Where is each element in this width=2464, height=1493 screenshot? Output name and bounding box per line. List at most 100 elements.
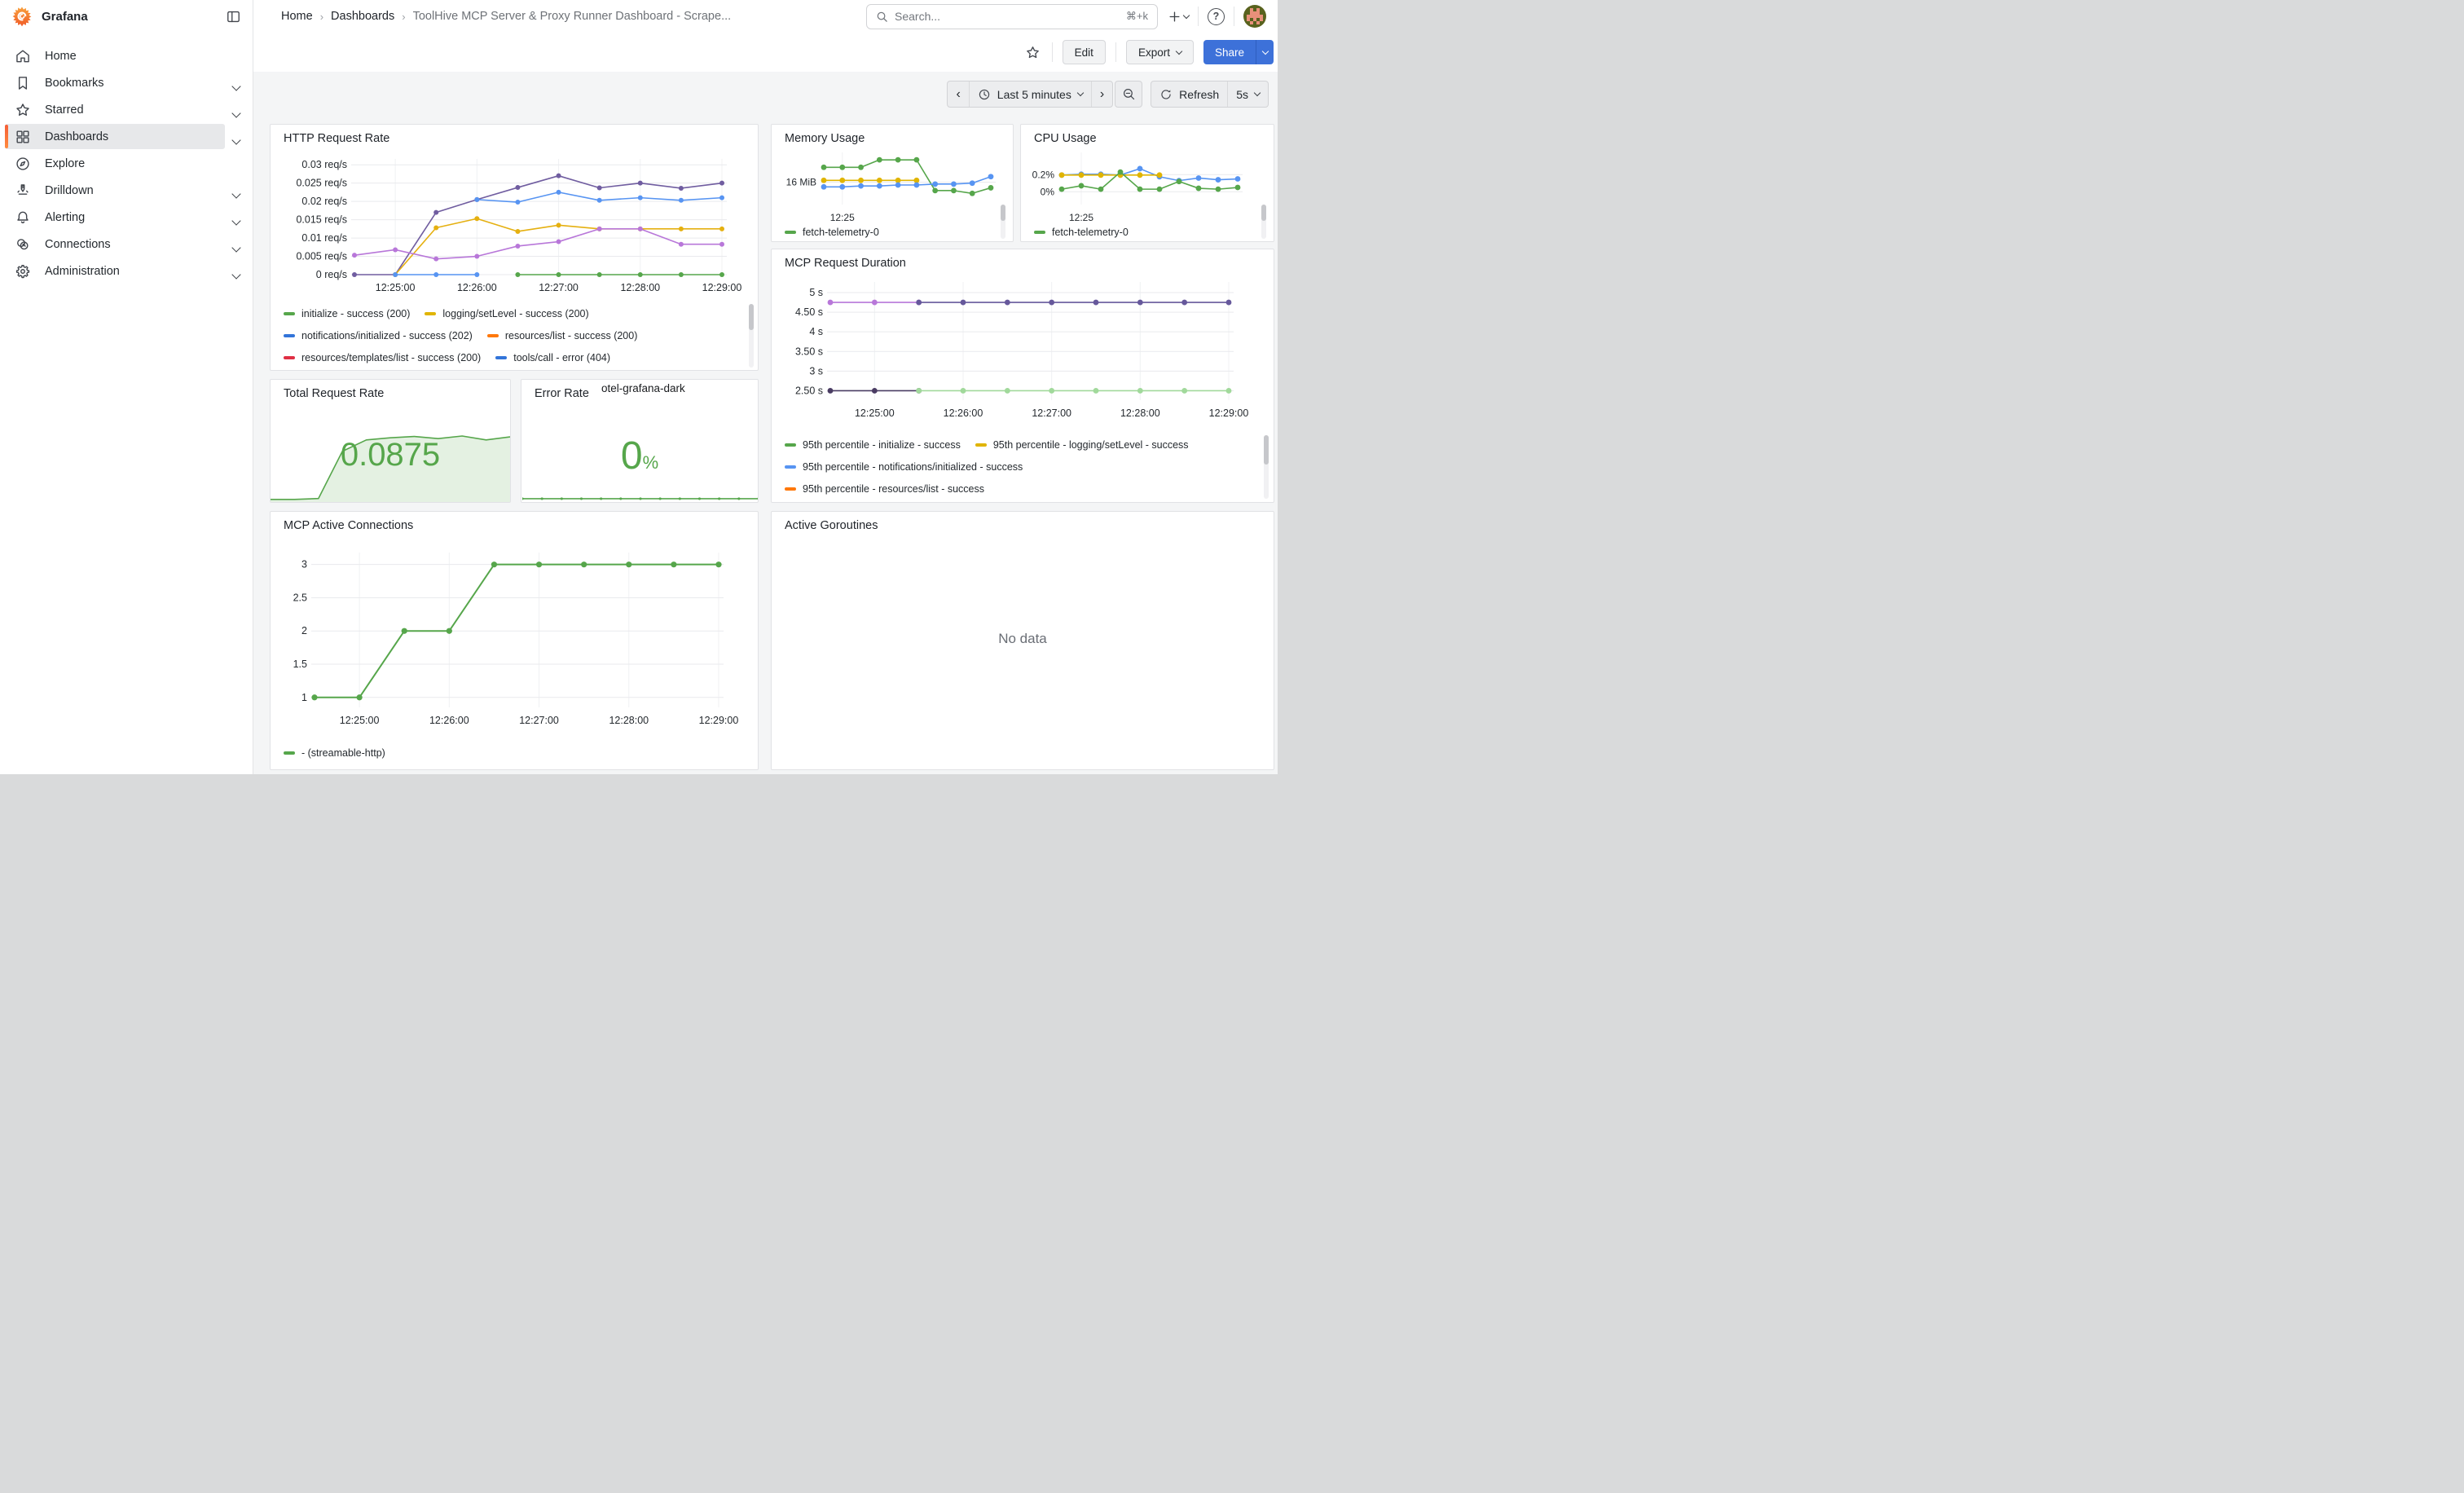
legend-item[interactable]: fetch-telemetry-0 (1034, 227, 1129, 238)
legend-item[interactable]: logging/setLevel - success (200) (425, 308, 589, 319)
mcp-request-duration-chart[interactable]: 5 s 4.50 s 4 s 3.50 s 3 s 2.50 s 12:25:00 12:26… (778, 274, 1269, 430)
legend-scrollbar[interactable] (1001, 205, 1005, 239)
legend-item[interactable]: 95th percentile - resources/list - succe… (785, 483, 984, 495)
chevron-down-icon[interactable] (231, 187, 241, 201)
cpu-legend: fetch-telemetry-0 (1034, 221, 1252, 240)
legend-chip (785, 487, 796, 491)
legend-item[interactable]: notifications/initialized - success (202… (284, 330, 473, 341)
svg-text:0.03 req/s: 0.03 req/s (301, 159, 347, 170)
legend-item[interactable]: initialize - success (200) (284, 308, 410, 319)
sidebar-item-starred[interactable]: Starred (0, 96, 253, 123)
edit-button[interactable]: Edit (1062, 40, 1106, 64)
dashboard-toolbar: Edit Export Share (253, 33, 1278, 72)
time-range-picker[interactable]: Last 5 minutes (968, 81, 1091, 107)
legend-item[interactable]: resources/templates/list - success (200) (284, 352, 481, 363)
panel-title[interactable]: Memory Usage (785, 132, 865, 145)
chevron-down-icon (1076, 89, 1085, 97)
dashboard-content: ‹ Last 5 minutes › (253, 72, 1278, 774)
refresh-button[interactable]: Refresh (1151, 81, 1227, 107)
favorite-star-button[interactable] (1025, 45, 1041, 60)
mcp-active-connections-chart[interactable]: 3 2.5 2 1.5 1 12:25:00 12:26:00 12:27:00 12:28:0… (277, 541, 753, 737)
http-request-rate-chart[interactable]: 0.03 req/s 0.025 req/s 0.02 req/s 0.015 req… (277, 152, 753, 301)
legend-item[interactable]: 95th percentile - initialize - success (785, 439, 961, 451)
clock-icon (979, 89, 989, 99)
panel-active-goroutines: Active Goroutines No data (771, 511, 1274, 770)
panel-title[interactable]: Error Rate (535, 387, 589, 400)
export-button[interactable]: Export (1125, 40, 1194, 64)
sidebar-item-drilldown[interactable]: Drilldown (0, 177, 253, 204)
svg-text:12:28:00: 12:28:00 (1120, 407, 1160, 419)
divider (1051, 42, 1053, 62)
sidebar-item-explore[interactable]: Explore (0, 150, 253, 177)
sidebar-toggle-icon[interactable] (226, 9, 241, 24)
plus-icon (1169, 11, 1180, 21)
breadcrumb-dashboards[interactable]: Dashboards (331, 10, 395, 23)
help-button[interactable]: ? (1208, 7, 1225, 25)
panel-memory-usage: Memory Usage 16 MiB 12:25 fetch-telemetry… (771, 124, 1014, 242)
divider (1115, 42, 1116, 62)
svg-text:0 req/s: 0 req/s (316, 269, 347, 280)
sidebar-item-home[interactable]: Home (0, 42, 253, 69)
divider (1198, 7, 1199, 26)
memory-usage-chart[interactable]: 16 MiB 12:25 (777, 148, 1010, 221)
chevron-down-icon (1182, 11, 1190, 19)
refresh-interval-picker[interactable]: 5s (1227, 81, 1268, 107)
gear-icon (15, 264, 30, 278)
svg-text:12:28:00: 12:28:00 (609, 715, 649, 726)
search-input[interactable]: Search... ⌘+k (866, 3, 1158, 29)
chevron-down-icon[interactable] (231, 267, 241, 282)
search-icon (877, 11, 887, 22)
legend-item[interactable]: 95th percentile - logging/setLevel - suc… (975, 439, 1189, 451)
legend-item[interactable]: fetch-telemetry-0 (785, 227, 879, 238)
avatar[interactable] (1243, 5, 1266, 28)
time-shift-back-button[interactable]: ‹ (956, 86, 961, 101)
chevron-down-icon[interactable] (231, 240, 241, 255)
export-label: Export (1137, 46, 1170, 59)
error-rate-sparkline[interactable] (522, 479, 759, 500)
svg-text:0.025 req/s: 0.025 req/s (296, 178, 347, 189)
share-button[interactable]: Share (1203, 40, 1256, 64)
legend-item[interactable]: 95th percentile - notifications/initiali… (785, 461, 1023, 473)
legend-chip (284, 311, 295, 315)
legend-label: 95th percentile - resources/list - succe… (803, 482, 985, 495)
chevron-down-icon[interactable] (231, 214, 241, 228)
panel-http-request-rate: HTTP Request Rate 0.03 req/s 0.025 req/s 0… (270, 124, 759, 371)
time-controls: ‹ Last 5 minutes › (947, 81, 1269, 108)
connections-icon (17, 238, 29, 249)
panel-title[interactable]: Active Goroutines (785, 519, 878, 532)
legend-scrollbar[interactable] (1264, 435, 1269, 499)
panel-title[interactable]: HTTP Request Rate (284, 132, 390, 145)
legend-item[interactable]: - (streamable-http) (284, 747, 385, 759)
zoom-out-button[interactable] (1115, 81, 1143, 108)
chevron-down-icon[interactable] (231, 79, 241, 94)
legend-item[interactable]: tools/call - error (404) (495, 352, 610, 363)
sidebar-item-administration[interactable]: Administration (0, 258, 253, 284)
chevron-down-icon[interactable] (231, 106, 241, 121)
chevron-down-icon[interactable] (231, 133, 241, 148)
panel-title[interactable]: CPU Usage (1034, 132, 1097, 145)
share-menu-button[interactable] (1256, 40, 1274, 64)
panel-title[interactable]: MCP Active Connections (284, 519, 414, 532)
sidebar-item-alerting[interactable]: Alerting (0, 204, 253, 231)
legend-chip (785, 443, 796, 447)
legend-scrollbar[interactable] (749, 304, 754, 368)
legend-item[interactable]: resources/list - success (200) (486, 330, 637, 341)
chevron-down-icon (1253, 89, 1261, 97)
legend-scrollbar[interactable] (1261, 205, 1266, 239)
refresh-icon (1161, 89, 1171, 99)
time-shift-forward-button[interactable]: › (1090, 81, 1112, 107)
cpu-usage-chart[interactable]: 0.2% 0% 12:25 (1026, 148, 1270, 221)
panel-title[interactable]: Total Request Rate (284, 387, 385, 400)
total-request-rate-sparkline[interactable] (271, 406, 510, 502)
legend-chip (284, 751, 295, 755)
legend-label: - (streamable-http) (301, 746, 385, 759)
add-button[interactable] (1168, 10, 1190, 24)
stat-value: 0.0875 (340, 437, 441, 473)
sidebar-item-dashboards[interactable]: Dashboards (0, 123, 253, 150)
sidebar-item-connections[interactable]: Connections (0, 231, 253, 258)
panel-title[interactable]: MCP Request Duration (785, 257, 906, 270)
grafana-logo-icon[interactable] (11, 6, 33, 27)
grafana-app: Grafana Home Bookmarks (0, 0, 1278, 774)
breadcrumb-home[interactable]: Home (281, 10, 313, 23)
sidebar-item-bookmarks[interactable]: Bookmarks (0, 69, 253, 96)
